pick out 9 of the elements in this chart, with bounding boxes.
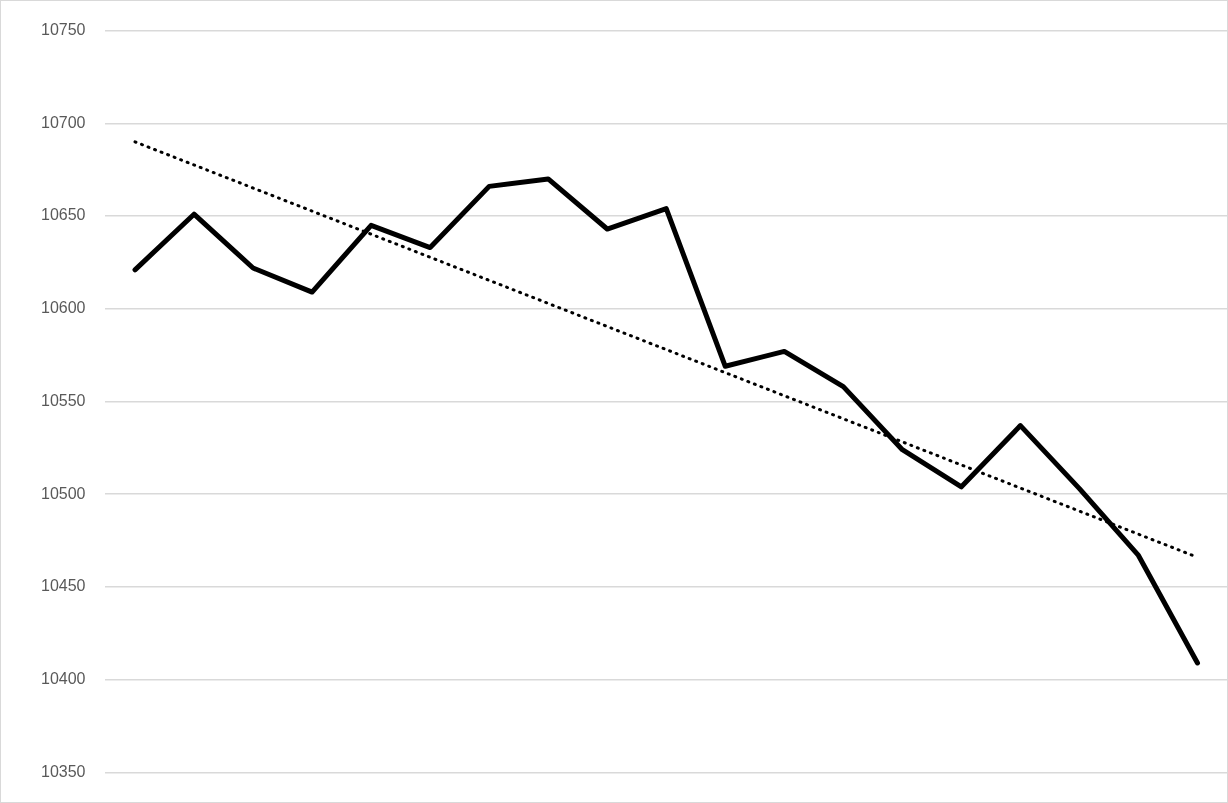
y-tick-label: 10650 xyxy=(40,206,86,224)
y-tick-label: 10450 xyxy=(40,577,86,595)
y-tick-label: 10500 xyxy=(40,484,86,502)
y-tick-label: 10750 xyxy=(40,21,86,39)
y-tick-label: 10600 xyxy=(40,299,86,317)
y-tick-label: 10700 xyxy=(40,113,86,131)
y-tick-label: 10550 xyxy=(40,391,86,409)
y-tick-label: 10350 xyxy=(40,762,86,780)
y-tick-label: 10400 xyxy=(40,670,86,688)
